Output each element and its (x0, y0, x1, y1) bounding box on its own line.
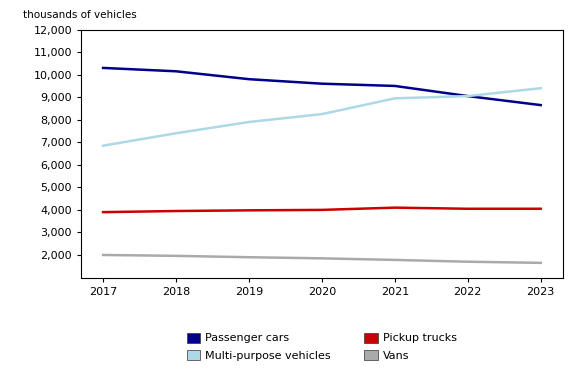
Text: thousands of vehicles: thousands of vehicles (23, 10, 137, 20)
Legend: Passenger cars, Multi-purpose vehicles, Pickup trucks, Vans: Passenger cars, Multi-purpose vehicles, … (187, 333, 457, 361)
